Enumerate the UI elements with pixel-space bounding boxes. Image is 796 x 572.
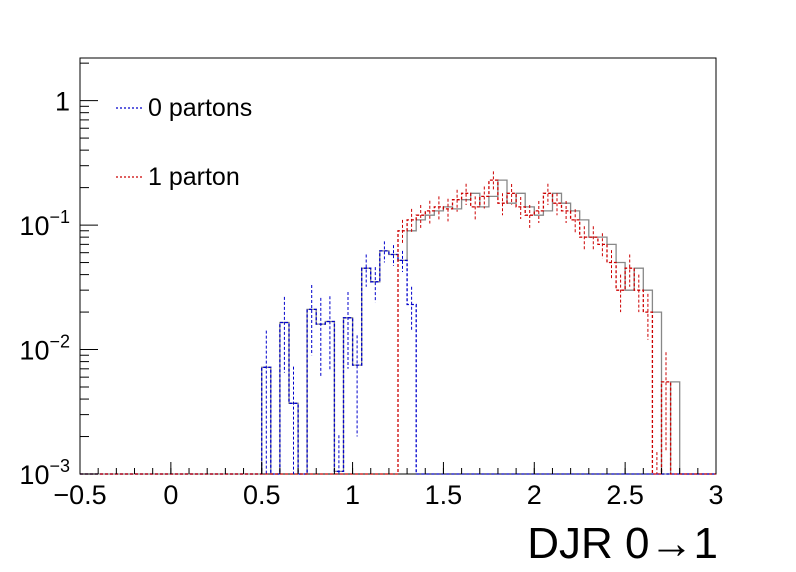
x-axis-title: DJR 0→1 (527, 519, 718, 568)
legend-label-1-parton: 1 parton (148, 163, 240, 191)
series-layer (80, 171, 716, 475)
series-line-1-parton (80, 179, 716, 475)
x-tick-label: 3 (708, 480, 723, 510)
x-tick-label: 1 (345, 480, 360, 510)
y-tick-label: 10−3 (19, 456, 70, 490)
x-tick-label: −0.5 (53, 480, 106, 510)
axis-layer: −0.5 0 0.5 1 1.5 2 2.5 3 1 10−1 10−2 10−3 (19, 62, 724, 510)
x-tick-label: 0 (163, 480, 178, 510)
x-tick-label: 2 (527, 480, 542, 510)
x-tick-label: 1.5 (425, 480, 463, 510)
y-tick-label: 10−2 (19, 332, 70, 366)
legend: 0 partons 1 parton (116, 94, 252, 191)
y-tick-label: 10−1 (19, 207, 70, 241)
x-tick-label: 0.5 (243, 480, 281, 510)
x-tick-label: 2.5 (606, 480, 644, 510)
y-tick-label: 1 (55, 87, 70, 117)
legend-label-0-partons: 0 partons (148, 94, 252, 122)
series-line-0-partons (80, 250, 716, 475)
